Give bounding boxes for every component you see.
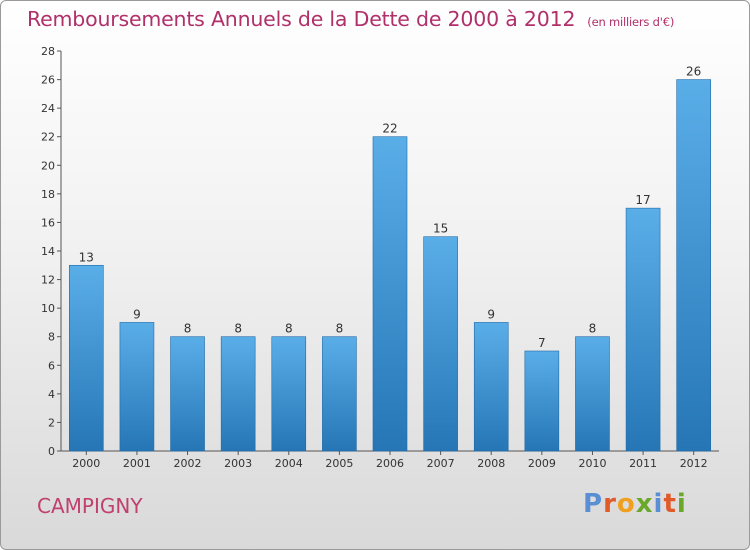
data-label: 26 [686, 65, 701, 79]
data-label: 22 [382, 122, 397, 136]
x-tick-label: 2011 [629, 457, 657, 470]
labels: 2000 13 2001 9 2002 8 2003 8 2004 8 2005 8 2006 22 200… [72, 65, 707, 470]
x-tick-label: 2004 [275, 457, 303, 470]
x-tick-label: 2002 [174, 457, 202, 470]
data-label: 8 [234, 322, 242, 336]
bar-2002 [170, 336, 205, 452]
y-tick-label: 24 [41, 102, 55, 115]
bar-2011 [625, 207, 661, 452]
bar-2009 [524, 350, 560, 452]
y-tick-label: 26 [41, 74, 55, 87]
y-tick-label: 16 [41, 216, 55, 229]
x-tick-label: 2006 [376, 457, 404, 470]
data-label: 15 [433, 222, 448, 236]
x-tick-label: 2003 [224, 457, 252, 470]
bar-2012 [676, 79, 711, 452]
y-tick-label: 14 [41, 245, 55, 258]
y-tick-label: 4 [48, 388, 55, 401]
bar-2007 [423, 236, 458, 452]
y-tick-label: 18 [41, 188, 55, 201]
x-tick-label: 2007 [427, 457, 455, 470]
chart-title: Remboursements Annuels de la Dette de 20… [27, 7, 674, 31]
data-label: 9 [133, 307, 141, 321]
data-label: 7 [538, 336, 546, 350]
y-tick-label: 12 [41, 274, 55, 287]
bar-2000 [69, 264, 104, 452]
y-tick-label: 10 [41, 302, 55, 315]
bar-2008 [473, 322, 509, 452]
y-tick-label: 20 [41, 159, 55, 172]
y-tick-label: 0 [48, 445, 55, 458]
title-unit: (en milliers d'€) [587, 15, 675, 29]
x-tick-label: 2000 [72, 457, 100, 470]
data-label: 13 [79, 250, 94, 264]
bar-2004 [271, 336, 307, 452]
bar-2010 [575, 336, 610, 452]
y-tick-label: 22 [41, 131, 55, 144]
data-label: 8 [336, 322, 344, 336]
data-label: 9 [487, 307, 495, 321]
bar-2006 [372, 136, 408, 452]
x-tick-label: 2012 [680, 457, 708, 470]
title-text: Remboursements Annuels de la Dette de 20… [27, 7, 576, 31]
bar-2005 [322, 336, 357, 452]
bar-2003 [220, 336, 256, 452]
x-tick-label: 2009 [528, 457, 556, 470]
x-tick-label: 2001 [123, 457, 151, 470]
y-tick-label: 6 [48, 359, 55, 372]
x-tick-label: 2008 [477, 457, 505, 470]
proxiti-logo: Proxiti [583, 489, 687, 519]
bars [69, 79, 711, 452]
bar-2001 [119, 322, 155, 452]
y-tick-label: 28 [41, 45, 55, 58]
y-tick-label: 8 [48, 331, 55, 344]
data-label: 8 [285, 322, 293, 336]
data-label: 17 [635, 193, 650, 207]
y-tick-label: 2 [48, 416, 55, 429]
commune-name: CAMPIGNY [37, 494, 143, 518]
data-label: 8 [589, 322, 597, 336]
data-label: 8 [184, 322, 192, 336]
x-tick-label: 2005 [325, 457, 353, 470]
x-tick-label: 2010 [578, 457, 606, 470]
